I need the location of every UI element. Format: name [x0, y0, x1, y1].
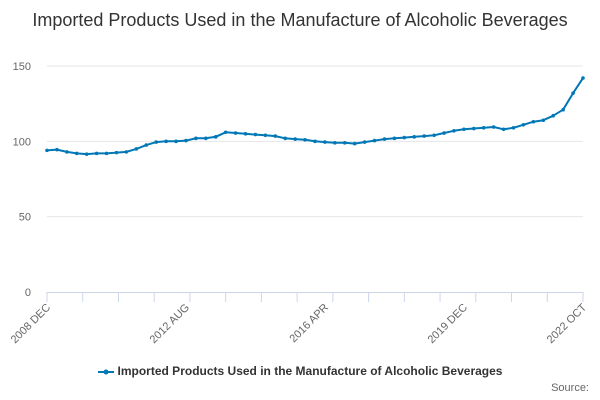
y-tick-label: 0 — [25, 287, 31, 299]
data-point — [84, 152, 89, 156]
data-point — [94, 151, 99, 156]
data-point — [243, 132, 248, 136]
data-point — [144, 143, 149, 147]
data-point — [253, 132, 258, 137]
data-point — [382, 137, 387, 141]
data-point — [65, 150, 69, 154]
data-point — [362, 140, 367, 144]
data-point — [333, 141, 337, 145]
data-point — [74, 151, 79, 156]
data-point — [402, 135, 407, 140]
data-point — [114, 150, 119, 155]
x-tick-label: 2022 OCT — [545, 301, 590, 346]
legend-label: Imported Products Used in the Manufactur… — [117, 364, 503, 378]
x-tick-label: 2008 DEC — [9, 302, 53, 346]
data-point — [412, 135, 417, 139]
data-point — [223, 130, 228, 135]
x-tick-label: 2012 AUG — [148, 302, 192, 346]
data-point — [164, 139, 168, 144]
x-axis-tick-labels: 2008 DEC 2012 AUG 2016 APR 2019 DEC 2022 OCT — [9, 301, 590, 346]
data-point — [313, 139, 317, 144]
data-point — [392, 136, 397, 141]
chart-title: Imported Products Used in the Manufactur… — [32, 10, 568, 30]
data-point — [45, 148, 49, 153]
data-point — [154, 140, 158, 144]
data-point — [472, 126, 476, 131]
data-point — [283, 136, 288, 141]
data-point — [342, 141, 347, 145]
series-layer — [45, 76, 585, 156]
data-point — [184, 138, 188, 143]
data-point — [521, 122, 526, 127]
data-point — [372, 138, 377, 143]
data-point — [104, 151, 109, 156]
data-point — [551, 113, 556, 118]
data-point — [452, 128, 456, 133]
y-tick-label: 150 — [13, 61, 31, 73]
data-point — [263, 133, 268, 138]
x-axis — [46, 292, 584, 302]
data-point — [581, 76, 585, 80]
data-point — [213, 135, 218, 139]
x-tick-label: 2016 APR — [288, 302, 332, 346]
legend[interactable]: Imported Products Used in the Manufactur… — [0, 364, 600, 378]
data-point — [303, 138, 307, 142]
x-tick-label: 2019 DEC — [426, 302, 470, 346]
data-point — [442, 131, 446, 135]
data-point — [511, 125, 516, 130]
data-point — [194, 136, 198, 141]
data-point — [491, 125, 496, 129]
data-point — [462, 127, 466, 132]
data-point — [352, 141, 357, 146]
data-point — [531, 119, 536, 124]
data-point — [561, 107, 565, 112]
data-point — [55, 147, 59, 152]
data-point — [432, 133, 436, 138]
data-point — [571, 91, 575, 95]
data-point — [323, 140, 327, 144]
data-point — [481, 125, 486, 130]
y-axis-tick-labels: 0 50 100 150 — [13, 61, 31, 299]
data-point — [422, 134, 426, 138]
y-tick-label: 100 — [13, 136, 31, 148]
data-point — [204, 136, 208, 141]
data-point — [124, 150, 129, 154]
data-point — [501, 127, 506, 132]
data-point — [293, 137, 297, 141]
legend-line-symbol — [97, 369, 114, 375]
data-point — [134, 147, 139, 151]
data-point — [174, 139, 178, 144]
data-point — [541, 118, 546, 123]
source-label: Source: — [551, 382, 589, 394]
data-point — [273, 134, 278, 138]
data-point — [233, 131, 238, 135]
y-tick-label: 50 — [19, 212, 31, 224]
